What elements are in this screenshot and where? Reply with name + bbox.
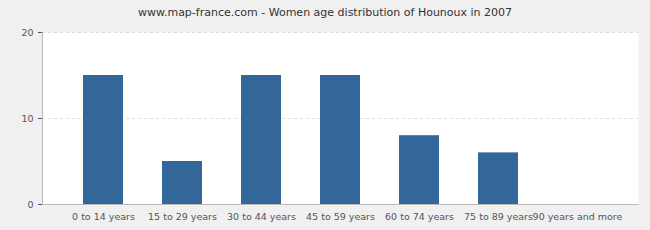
svg-text:75 to 89 years: 75 to 89 years <box>464 211 533 222</box>
svg-text:90 years and more: 90 years and more <box>533 211 623 222</box>
svg-text:0: 0 <box>27 199 33 210</box>
svg-text:20: 20 <box>21 27 33 38</box>
svg-text:15 to 29 years: 15 to 29 years <box>148 211 217 222</box>
svg-text:45 to 59 years: 45 to 59 years <box>306 211 375 222</box>
svg-text:10: 10 <box>21 113 33 124</box>
svg-text:60 to 74 years: 60 to 74 years <box>385 211 454 222</box>
html-text:www.map-france.com - Women age: www.map-france.com - Women age distribut… <box>137 6 513 19</box>
svg-text:30 to 44 years: 30 to 44 years <box>227 211 296 222</box>
svg-text:0 to 14 years: 0 to 14 years <box>72 211 135 222</box>
